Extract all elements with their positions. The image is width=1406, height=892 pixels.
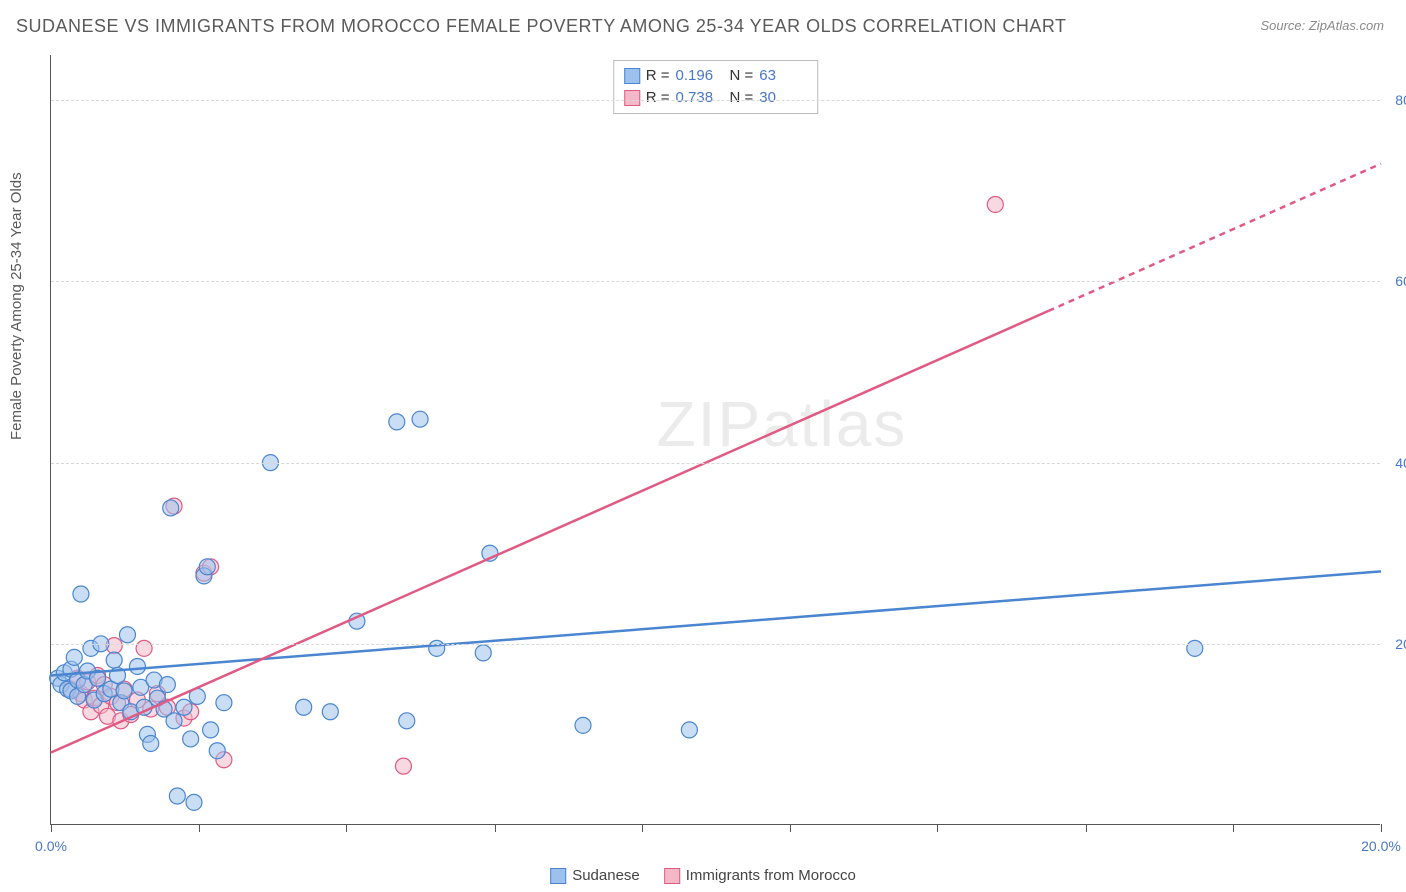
gridline bbox=[51, 281, 1380, 282]
scatter-point bbox=[681, 722, 697, 738]
scatter-point bbox=[399, 713, 415, 729]
x-tick bbox=[1381, 824, 1382, 832]
x-tick bbox=[642, 824, 643, 832]
legend-swatch-sudanese bbox=[550, 868, 566, 884]
scatter-point bbox=[176, 699, 192, 715]
scatter-point bbox=[159, 677, 175, 693]
x-tick bbox=[790, 824, 791, 832]
plot-svg bbox=[51, 55, 1380, 824]
y-tick-label: 80.0% bbox=[1395, 92, 1406, 108]
trend-line bbox=[51, 571, 1381, 675]
scatter-point bbox=[143, 735, 159, 751]
scatter-point bbox=[1187, 640, 1203, 656]
scatter-point bbox=[987, 196, 1003, 212]
scatter-point bbox=[322, 704, 338, 720]
scatter-point bbox=[106, 652, 122, 668]
scatter-point bbox=[216, 695, 232, 711]
scatter-point bbox=[129, 658, 145, 674]
scatter-point bbox=[186, 794, 202, 810]
legend-label-morocco: Immigrants from Morocco bbox=[686, 867, 856, 884]
legend-swatch-morocco bbox=[664, 868, 680, 884]
legend-label-sudanese: Sudanese bbox=[572, 867, 640, 884]
gridline bbox=[51, 463, 1380, 464]
legend-item-morocco: Immigrants from Morocco bbox=[664, 867, 856, 884]
legend-item-sudanese: Sudanese bbox=[550, 867, 640, 884]
plot-area: ZIPatlas R = 0.196 N = 63 R = 0.738 N = … bbox=[50, 55, 1380, 825]
scatter-point bbox=[136, 640, 152, 656]
scatter-point bbox=[412, 411, 428, 427]
x-tick bbox=[199, 824, 200, 832]
x-tick-label: 0.0% bbox=[35, 838, 67, 854]
x-tick bbox=[1233, 824, 1234, 832]
bottom-legend: Sudanese Immigrants from Morocco bbox=[550, 867, 856, 884]
y-tick-label: 20.0% bbox=[1395, 636, 1406, 652]
chart-title: SUDANESE VS IMMIGRANTS FROM MOROCCO FEMA… bbox=[16, 16, 1067, 37]
scatter-point bbox=[296, 699, 312, 715]
y-tick-label: 60.0% bbox=[1395, 273, 1406, 289]
y-tick-label: 40.0% bbox=[1395, 455, 1406, 471]
scatter-point bbox=[429, 640, 445, 656]
scatter-point bbox=[183, 731, 199, 747]
scatter-point bbox=[66, 649, 82, 665]
scatter-point bbox=[116, 683, 132, 699]
scatter-point bbox=[119, 627, 135, 643]
x-tick bbox=[1086, 824, 1087, 832]
scatter-point bbox=[199, 559, 215, 575]
gridline bbox=[51, 100, 1380, 101]
x-tick bbox=[51, 824, 52, 832]
scatter-point bbox=[203, 722, 219, 738]
source-label: Source: ZipAtlas.com bbox=[1260, 18, 1384, 33]
scatter-point bbox=[166, 713, 182, 729]
scatter-point bbox=[169, 788, 185, 804]
trend-line bbox=[1049, 164, 1382, 311]
x-tick bbox=[937, 824, 938, 832]
scatter-point bbox=[475, 645, 491, 661]
x-tick-label: 20.0% bbox=[1361, 838, 1401, 854]
scatter-point bbox=[395, 758, 411, 774]
scatter-point bbox=[389, 414, 405, 430]
gridline bbox=[51, 644, 1380, 645]
scatter-point bbox=[209, 743, 225, 759]
trend-line bbox=[51, 311, 1049, 753]
x-tick bbox=[346, 824, 347, 832]
scatter-point bbox=[163, 500, 179, 516]
x-tick bbox=[495, 824, 496, 832]
y-axis-label: Female Poverty Among 25-34 Year Olds bbox=[8, 172, 25, 440]
scatter-point bbox=[575, 717, 591, 733]
scatter-point bbox=[73, 586, 89, 602]
